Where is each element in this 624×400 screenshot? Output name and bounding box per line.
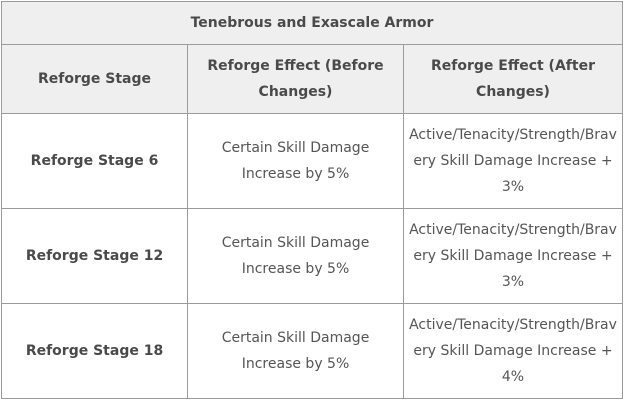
effect-after-cell: Active/Tenacity/Strength/Bravery Skill D…: [403, 303, 623, 399]
column-header-after: Reforge Effect (After Changes): [403, 44, 623, 114]
reforge-stage-cell: Reforge Stage 6: [1, 113, 188, 209]
table-row: Reforge Stage 18 Certain Skill Damage In…: [1, 303, 623, 399]
column-header-before: Reforge Effect (Before Changes): [187, 44, 404, 114]
effect-after-cell: Active/Tenacity/Strength/Bravery Skill D…: [403, 113, 623, 209]
reforge-stage-cell: Reforge Stage 12: [1, 208, 188, 304]
effect-before-cell: Certain Skill Damage Increase by 5%: [187, 303, 404, 399]
reforge-stage-cell: Reforge Stage 18: [1, 303, 188, 399]
table-header-row: Reforge Stage Reforge Effect (Before Cha…: [1, 44, 623, 114]
table-title-row: Tenebrous and Exascale Armor: [1, 1, 623, 45]
table-row: Reforge Stage 6 Certain Skill Damage Inc…: [1, 113, 623, 209]
table-row: Reforge Stage 12 Certain Skill Damage In…: [1, 208, 623, 304]
effect-after-cell: Active/Tenacity/Strength/Bravery Skill D…: [403, 208, 623, 304]
effect-before-cell: Certain Skill Damage Increase by 5%: [187, 113, 404, 209]
table-title: Tenebrous and Exascale Armor: [1, 1, 623, 45]
column-header-stage: Reforge Stage: [1, 44, 188, 114]
effect-before-cell: Certain Skill Damage Increase by 5%: [187, 208, 404, 304]
